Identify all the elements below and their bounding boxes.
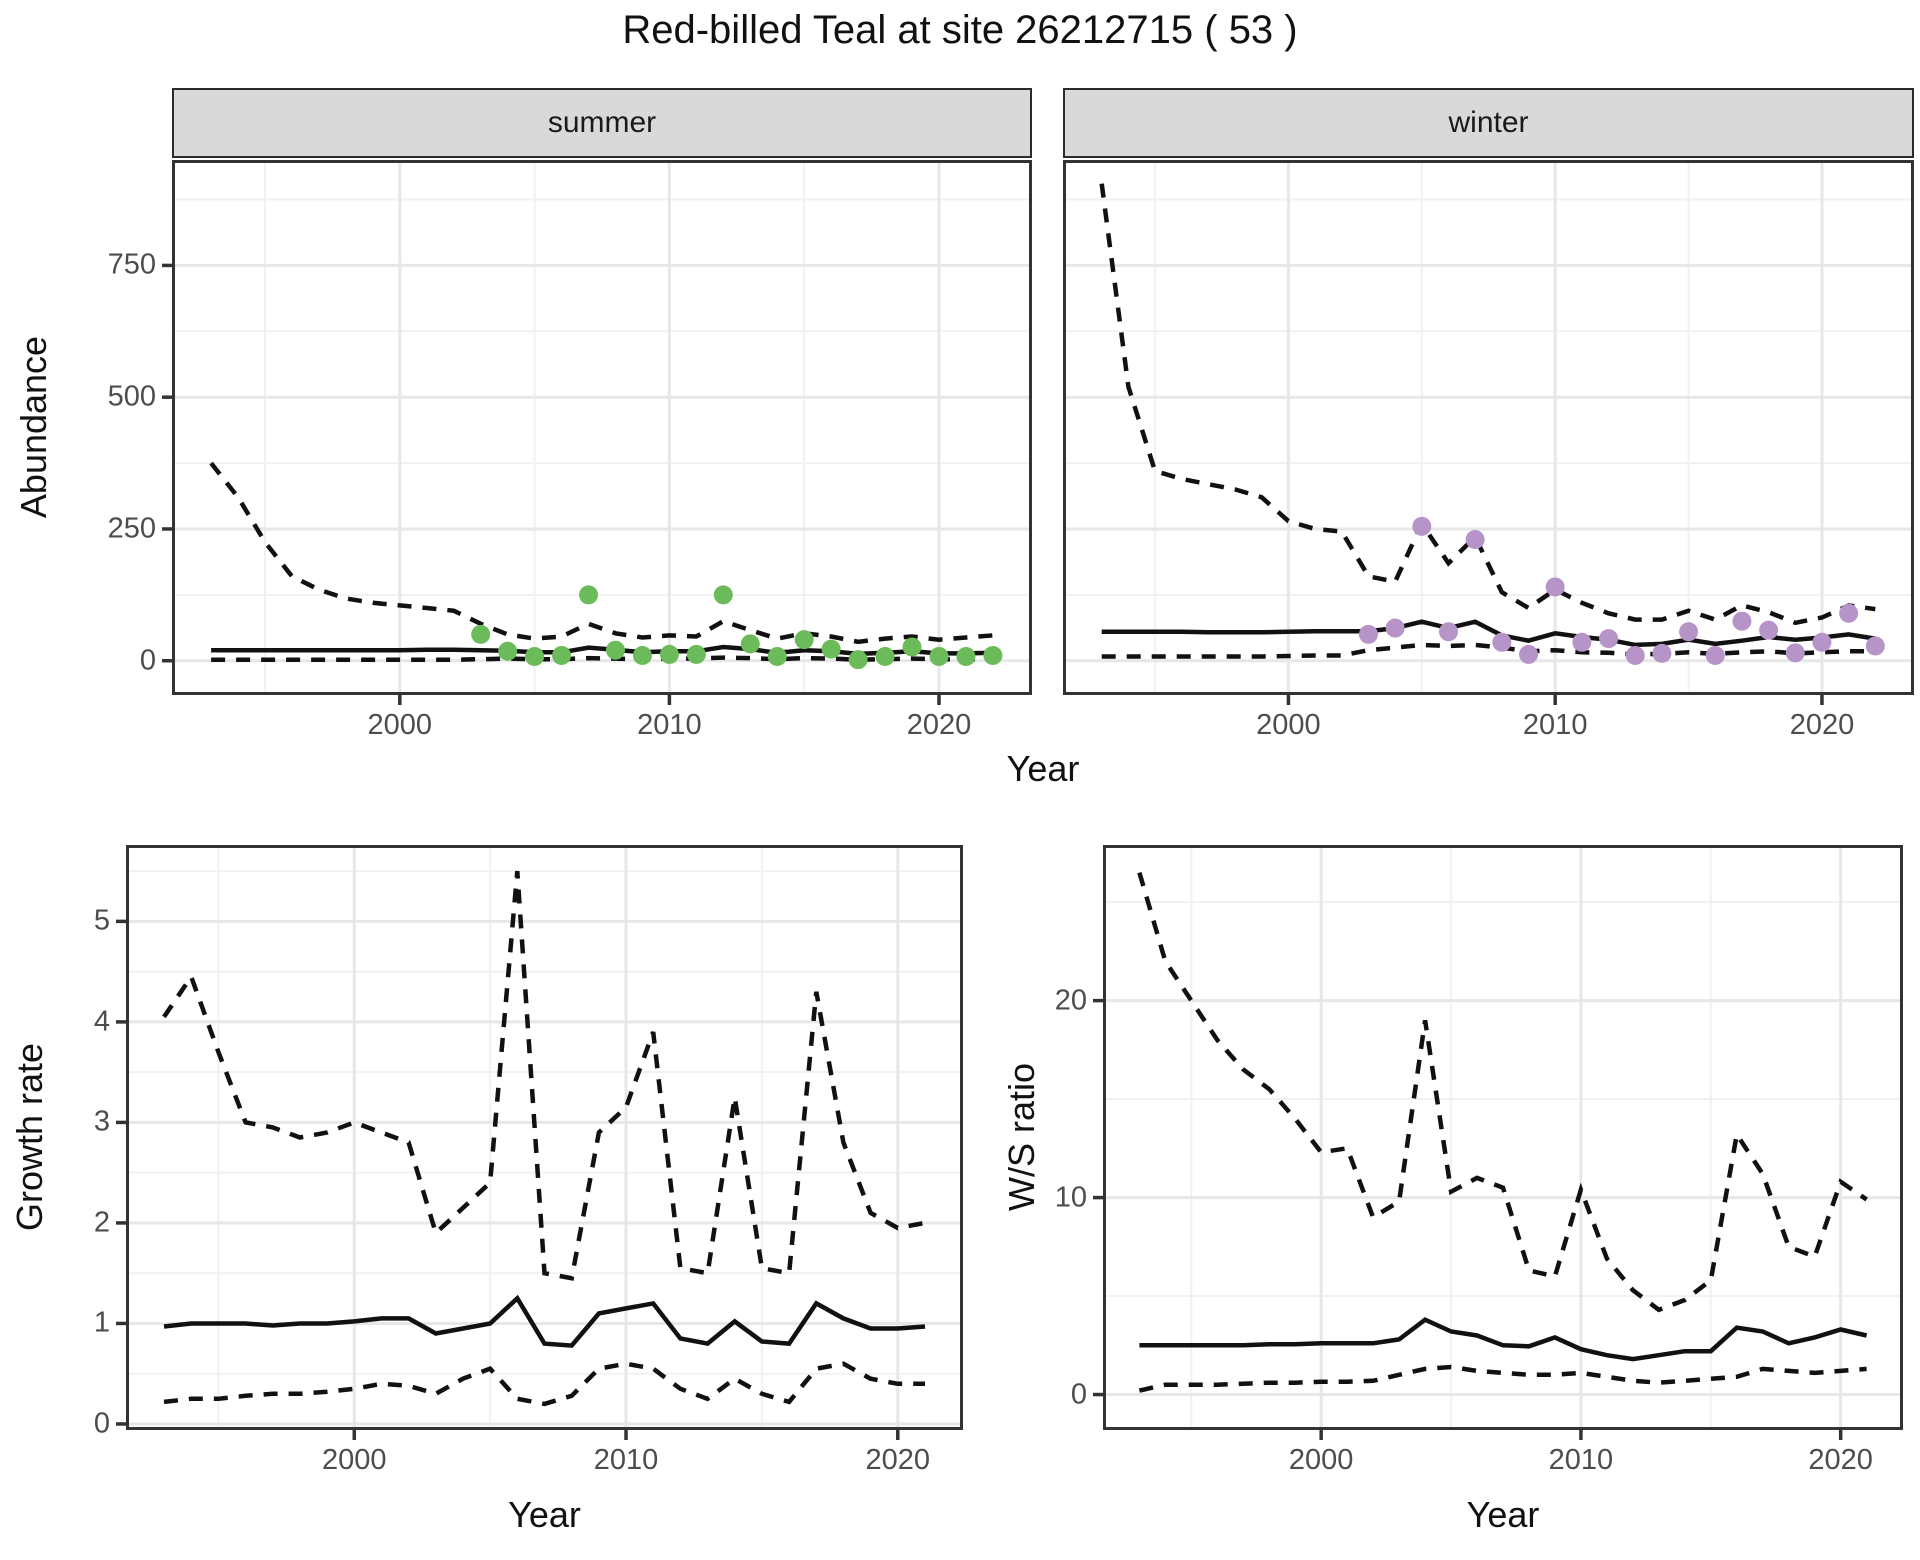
growth-x-tick-label: 2010 — [593, 1444, 659, 1476]
winter-x-tick-label: 2010 — [1522, 709, 1588, 741]
growth-rate-panel — [116, 845, 963, 1440]
winter-x-tick-label: 2000 — [1256, 709, 1321, 741]
winter-data-point — [1759, 620, 1779, 640]
winter-data-point — [1545, 577, 1565, 597]
growth-upper-ci-line — [162, 870, 926, 1281]
wsratio-y-tick-label: 10 — [1054, 1181, 1087, 1214]
winter-median-line — [1101, 619, 1876, 648]
summer-y-tick-label: 750 — [107, 248, 156, 281]
summer-x-tick-label: 2020 — [906, 709, 972, 741]
winter-data-point — [1652, 643, 1672, 663]
ws-ratio-plot — [1093, 845, 1903, 1440]
wsratio-lower-ci-line — [1138, 1364, 1867, 1393]
summer-data-point — [686, 644, 706, 664]
summer-data-point — [929, 647, 949, 667]
summer-data-point — [713, 585, 733, 605]
growth-y-tick-label: 0 — [93, 1407, 110, 1440]
winter-data-point — [1839, 603, 1859, 623]
abundance-axis-title: Abundance — [13, 335, 54, 519]
ws-ratio-panel — [1093, 845, 1903, 1440]
wsratio-x-tick-label: 2010 — [1548, 1444, 1614, 1476]
growth-y-tick-label: 4 — [93, 1005, 110, 1038]
winter-upper-ci-line — [1099, 183, 1876, 626]
facet-strip-summer-label: summer — [547, 106, 657, 139]
winter-data-point — [1865, 636, 1885, 656]
winter-data-point — [1519, 644, 1539, 664]
figure-title: Red-billed Teal at site 26212715 ( 53 ) — [622, 8, 1298, 52]
summer-data-point — [794, 630, 814, 650]
summer-y-tick-label: 500 — [107, 380, 156, 413]
winter-data-point — [1465, 530, 1485, 550]
abundance-summer-panel — [162, 160, 1032, 705]
ws-year-axis-title: Year — [1466, 1494, 1540, 1535]
winter-data-point — [1438, 622, 1458, 642]
summer-data-point — [659, 644, 679, 664]
summer-data-point — [632, 645, 652, 665]
wsratio-y-tick-label: 20 — [1054, 984, 1087, 1017]
summer-data-point — [848, 650, 868, 670]
summer-data-point — [498, 641, 518, 661]
winter-lower-ci-line — [1101, 642, 1876, 659]
winter-data-point — [1385, 618, 1405, 638]
summer-data-point — [983, 645, 1003, 665]
facet-strip-winter-label: winter — [1448, 106, 1529, 139]
winter-data-point — [1732, 611, 1752, 631]
wsratio-x-tick-label: 2000 — [1288, 1444, 1354, 1476]
winter-data-point — [1785, 643, 1805, 663]
facet-strip-winter: winter — [1063, 88, 1914, 158]
winter-data-point — [1679, 622, 1699, 642]
abundance-winter-plot — [1063, 160, 1914, 705]
growth-y-tick-label: 5 — [93, 904, 110, 937]
wsratio-y-tick-label: 0 — [1070, 1378, 1087, 1411]
growth-y-tick-label: 2 — [93, 1206, 110, 1239]
summer-data-point — [605, 640, 625, 660]
growth-median-line — [163, 1294, 926, 1348]
growth-year-axis-title: Year — [508, 1494, 581, 1535]
summer-upper-ci-line — [209, 461, 994, 645]
growth-lower-ci-line — [163, 1361, 925, 1407]
summer-median-line — [211, 644, 993, 657]
winter-data-point — [1625, 645, 1645, 665]
wsratio-median-line — [1139, 1317, 1868, 1362]
facet-strip-summer: summer — [172, 88, 1032, 158]
summer-data-point — [821, 639, 841, 659]
growth-x-tick-label: 2000 — [322, 1444, 387, 1476]
growth-y-tick-label: 1 — [93, 1306, 110, 1339]
winter-data-point — [1812, 632, 1832, 652]
winter-data-point — [1492, 632, 1512, 652]
summer-y-tick-label: 0 — [139, 644, 156, 677]
summer-data-point — [875, 647, 895, 667]
summer-x-tick-label: 2000 — [367, 709, 433, 741]
top-year-axis-title: Year — [1006, 748, 1080, 789]
winter-x-tick-label: 2020 — [1789, 709, 1855, 741]
summer-data-point — [902, 637, 922, 657]
wsratio-upper-ci-line — [1137, 871, 1868, 1313]
summer-data-point — [740, 634, 760, 654]
summer-x-tick-label: 2010 — [637, 709, 702, 741]
abundance-winter-panel — [1063, 160, 1914, 705]
summer-data-point — [552, 645, 572, 665]
wsratio-x-tick-label: 2020 — [1808, 1444, 1873, 1476]
summer-data-point — [525, 647, 545, 667]
winter-data-point — [1599, 629, 1619, 649]
growth-rate-plot — [116, 845, 963, 1440]
summer-data-point — [956, 647, 976, 667]
summer-y-tick-label: 250 — [107, 512, 156, 545]
growth-x-tick-label: 2020 — [865, 1444, 931, 1476]
summer-data-point — [767, 647, 787, 667]
winter-data-point — [1358, 624, 1378, 644]
summer-data-point — [579, 585, 599, 605]
winter-data-point — [1412, 516, 1432, 536]
winter-data-point — [1572, 632, 1592, 652]
growth-y-tick-label: 3 — [93, 1105, 110, 1138]
winter-data-point — [1705, 645, 1725, 665]
summer-data-point — [471, 624, 491, 644]
abundance-summer-plot — [162, 160, 1032, 705]
